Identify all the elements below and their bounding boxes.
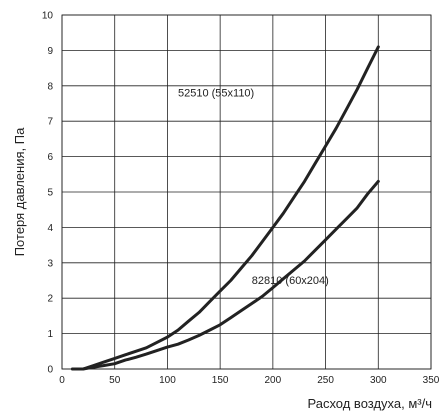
series-line-0 <box>71 45 380 371</box>
x-tick-label-0: 0 <box>59 375 65 386</box>
x-tick-labels: 0 50 100 150 200 250 300 350 <box>59 375 440 386</box>
series-line-1 <box>71 179 380 371</box>
x-tick-label-6: 300 <box>370 375 387 386</box>
x-tick-label-1: 50 <box>109 375 121 386</box>
y-tick-label-6: 6 <box>47 152 53 163</box>
x-tick-label-7: 350 <box>423 375 440 386</box>
series-label-0: 52510 (55x110) <box>178 87 254 99</box>
y-tick-label-0: 0 <box>47 365 53 376</box>
x-tick-label-5: 250 <box>317 375 334 386</box>
plot-frame <box>61 14 432 370</box>
y-tick-labels: 0 1 2 3 4 5 6 7 8 9 10 <box>42 11 54 376</box>
y-tick-label-10: 10 <box>42 11 54 22</box>
y-tick-label-8: 8 <box>47 81 53 92</box>
grid <box>61 14 432 370</box>
y-tick-label-4: 4 <box>47 223 53 234</box>
series-labels: 52510 (55x110) 82810 (60x204) <box>178 87 329 287</box>
y-tick-label-3: 3 <box>47 258 53 269</box>
y-tick-label-7: 7 <box>47 117 53 128</box>
series-label-1: 82810 (60x204) <box>252 275 329 287</box>
y-tick-label-5: 5 <box>47 188 53 199</box>
y-tick-label-2: 2 <box>47 294 53 305</box>
x-tick-label-4: 200 <box>265 375 282 386</box>
x-axis-title: Расход воздуха, м³/ч <box>307 396 432 411</box>
y-tick-label-1: 1 <box>47 329 53 340</box>
series-lines <box>71 45 380 371</box>
x-tick-label-3: 150 <box>212 375 229 386</box>
y-axis-title: Потеря давления, Па <box>12 127 27 256</box>
y-tick-label-9: 9 <box>47 46 53 57</box>
x-tick-label-2: 100 <box>159 375 176 386</box>
